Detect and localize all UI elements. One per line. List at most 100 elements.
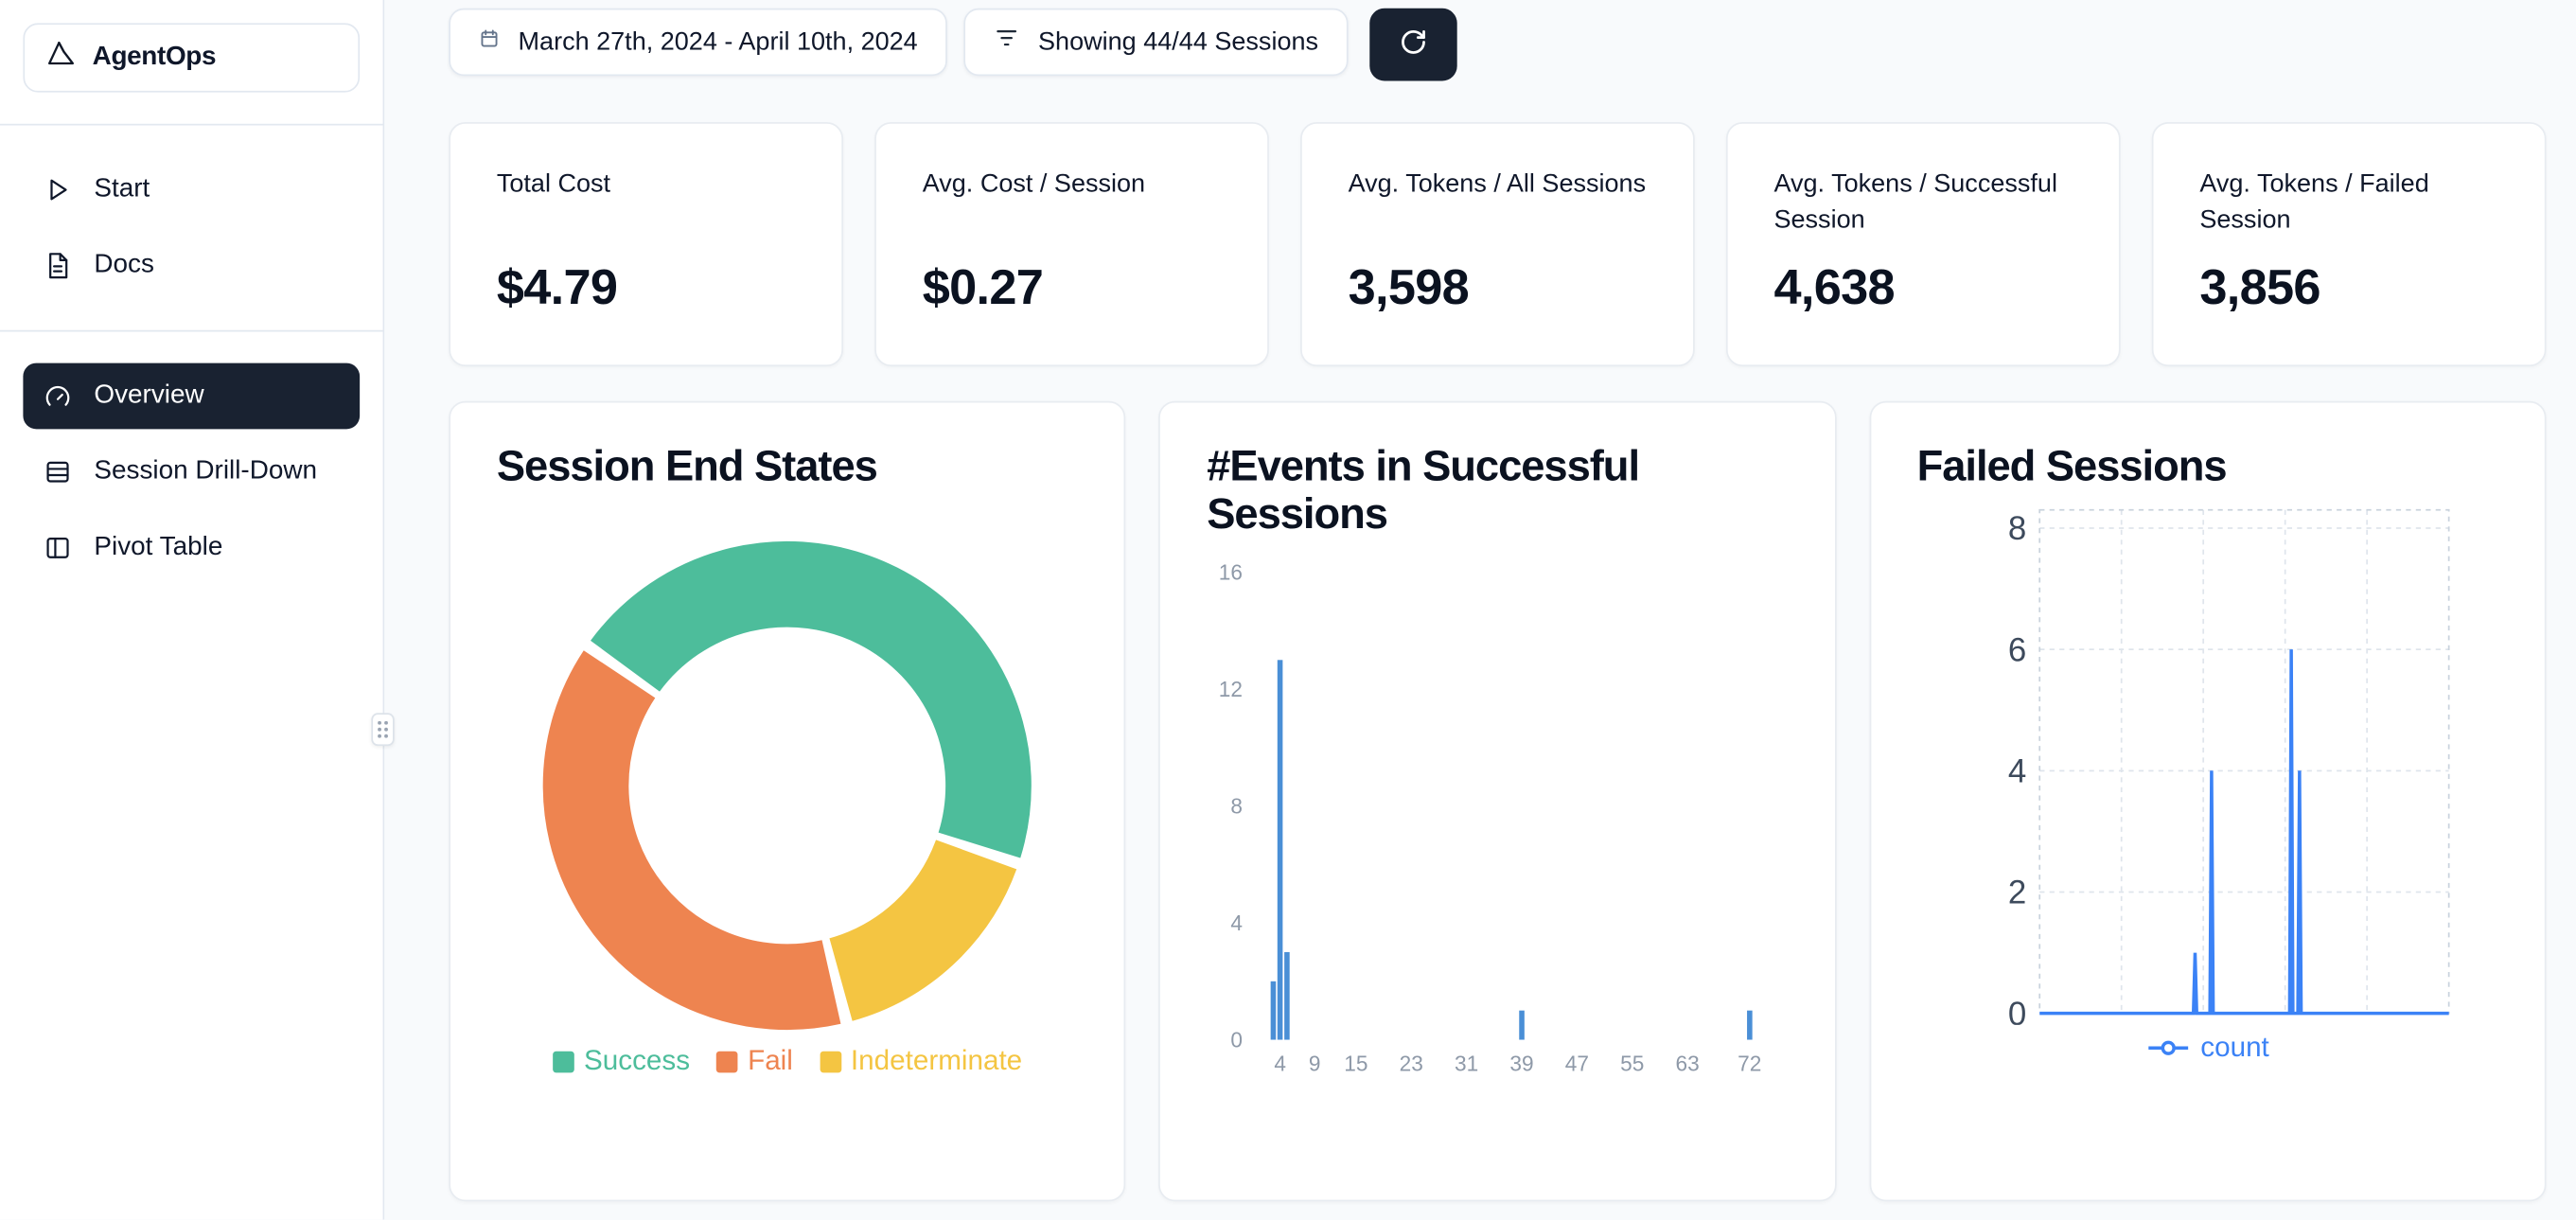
x-axis-tick-label: 39 bbox=[1510, 1052, 1534, 1076]
histogram-bar[interactable] bbox=[1271, 981, 1277, 1040]
sidebar-nav: Overview Session Drill-Down bbox=[23, 362, 361, 581]
session-end-states-donut bbox=[542, 541, 1032, 1031]
sidebar-resize-handle[interactable] bbox=[371, 713, 395, 747]
stat-value: 3,598 bbox=[1348, 260, 1470, 316]
legend-item-indeterminate[interactable]: Indeterminate bbox=[819, 1044, 1023, 1078]
count-line[interactable] bbox=[2038, 649, 2449, 1016]
histogram-bar[interactable] bbox=[1519, 1011, 1526, 1040]
stat-cards-row: Total Cost $4.79 Avg. Cost / Session $0.… bbox=[449, 122, 2547, 367]
agentops-logo[interactable]: AgentOps bbox=[23, 23, 361, 93]
histogram-bar[interactable] bbox=[1747, 1011, 1754, 1040]
donut-legend: Success Fail Indeterminate bbox=[497, 1045, 1078, 1078]
sidebar-divider bbox=[0, 329, 383, 332]
date-range-label: March 27th, 2024 - April 10th, 2024 bbox=[518, 27, 918, 56]
y-axis-tick-label: 16 bbox=[1219, 560, 1243, 585]
donut-slice-fail[interactable] bbox=[542, 650, 841, 1031]
legend-swatch bbox=[715, 1051, 738, 1072]
legend-item-success[interactable]: Success bbox=[552, 1044, 691, 1078]
sessions-filter-button[interactable]: Showing 44/44 Sessions bbox=[963, 8, 1349, 77]
events-histogram-card: #Events in Successful Sessions 0 4 8 12 16 4 9… bbox=[1158, 400, 1837, 1202]
stat-card-avg-cost-session: Avg. Cost / Session $0.27 bbox=[874, 122, 1269, 367]
y-axis-tick-label: 0 bbox=[2007, 996, 2025, 1025]
pivot-table-icon bbox=[42, 532, 73, 563]
sidebar-item-label: Docs bbox=[94, 251, 154, 279]
sidebar-item-label: Session Drill-Down bbox=[94, 457, 318, 486]
y-axis-tick-label: 4 bbox=[1231, 911, 1244, 935]
sidebar-item-docs[interactable]: Docs bbox=[23, 233, 360, 299]
x-axis-tick-label: 31 bbox=[1456, 1052, 1479, 1076]
stat-card-avg-tokens-successful: Avg. Tokens / Successful Session 4,638 bbox=[1725, 122, 2121, 367]
toolbar: March 27th, 2024 - April 10th, 2024 Show… bbox=[449, 8, 2546, 81]
sidebar-item-label: Overview bbox=[94, 380, 204, 410]
calendar-icon bbox=[479, 27, 501, 57]
app-name: AgentOps bbox=[92, 43, 217, 71]
chart-title: Session End States bbox=[496, 440, 878, 490]
legend-swatch bbox=[552, 1051, 574, 1072]
x-axis-tick-label: 23 bbox=[1400, 1052, 1423, 1076]
y-axis-tick-label: 6 bbox=[2007, 632, 2025, 669]
line-legend-marker-icon bbox=[2147, 1040, 2188, 1056]
y-axis-tick-label: 0 bbox=[1231, 1028, 1244, 1052]
line-legend[interactable]: count bbox=[1917, 1032, 2498, 1065]
stat-card-avg-tokens-failed: Avg. Tokens / Failed Session 3,856 bbox=[2151, 122, 2547, 367]
histogram-bar[interactable] bbox=[1278, 660, 1283, 1040]
y-axis-tick-label: 4 bbox=[2007, 753, 2025, 790]
refresh-icon bbox=[1398, 27, 1429, 62]
stat-card-avg-tokens-all: Avg. Tokens / All Sessions 3,598 bbox=[1300, 122, 1695, 367]
legend-label: Success bbox=[584, 1044, 691, 1077]
sessions-list-icon bbox=[42, 456, 73, 487]
sidebar-item-session-drill-down[interactable]: Session Drill-Down bbox=[23, 439, 360, 505]
plot-border bbox=[2038, 509, 2449, 1015]
histogram-bar[interactable] bbox=[1284, 952, 1291, 1040]
donut-slice-success[interactable] bbox=[591, 541, 1032, 858]
stat-card-total-cost: Total Cost $4.79 bbox=[449, 122, 844, 367]
sessions-filter-label: Showing 44/44 Sessions bbox=[1038, 27, 1319, 56]
x-axis-tick-label: 55 bbox=[1621, 1052, 1645, 1076]
y-axis-tick-label: 8 bbox=[2007, 510, 2025, 547]
x-axis-tick-label: 72 bbox=[1738, 1052, 1762, 1076]
x-axis-tick-label: 63 bbox=[1676, 1052, 1700, 1076]
sidebar: AgentOps Start bbox=[0, 0, 385, 1220]
refresh-button[interactable] bbox=[1369, 8, 1457, 81]
y-axis-tick-label: 8 bbox=[1231, 794, 1244, 819]
agentops-logo-icon bbox=[44, 37, 78, 79]
sidebar-item-overview[interactable]: Overview bbox=[23, 362, 361, 430]
stat-value: $0.27 bbox=[922, 260, 1044, 316]
docs-icon bbox=[42, 250, 73, 281]
legend-label: Fail bbox=[748, 1044, 793, 1077]
y-axis-tick-label: 12 bbox=[1219, 677, 1243, 701]
x-axis-tick-label: 47 bbox=[1565, 1052, 1589, 1076]
stat-title: Avg. Cost / Session bbox=[922, 169, 1146, 199]
legend-label: Indeterminate bbox=[850, 1044, 1023, 1077]
stat-title: Avg. Tokens / Failed Session bbox=[2199, 169, 2429, 236]
gauge-icon bbox=[42, 380, 73, 412]
stat-value: 3,856 bbox=[2199, 260, 2320, 316]
session-end-states-card: Session End States Success Fail Indetermin… bbox=[449, 400, 1126, 1202]
legend-swatch bbox=[819, 1051, 841, 1072]
legend-item-fail[interactable]: Fail bbox=[715, 1044, 793, 1078]
sidebar-item-start[interactable]: Start bbox=[23, 157, 360, 223]
sidebar-item-pivot-table[interactable]: Pivot Table bbox=[23, 515, 360, 581]
chart-title: Failed Sessions bbox=[1916, 440, 2228, 490]
stat-value: $4.79 bbox=[496, 260, 618, 316]
sidebar-links: Start Docs bbox=[23, 157, 360, 299]
y-axis-tick-label: 2 bbox=[2007, 875, 2025, 911]
drag-dots-icon bbox=[378, 720, 388, 738]
chart-title: #Events in Successful Sessions bbox=[1207, 440, 1640, 539]
play-icon bbox=[42, 174, 73, 205]
main-content: March 27th, 2024 - April 10th, 2024 Show… bbox=[384, 0, 2576, 1220]
sidebar-divider bbox=[0, 123, 383, 126]
stat-title: Total Cost bbox=[496, 169, 611, 199]
stat-value: 4,638 bbox=[1773, 260, 1895, 316]
x-axis-tick-label: 15 bbox=[1345, 1052, 1368, 1076]
x-axis-tick-label: 4 bbox=[1275, 1052, 1287, 1076]
sidebar-item-label: Pivot Table bbox=[94, 533, 223, 561]
failed-sessions-card: Failed Sessions 0 2 4 6 8 count bbox=[1869, 400, 2547, 1202]
date-range-button[interactable]: March 27th, 2024 - April 10th, 2024 bbox=[449, 8, 948, 77]
donut-slice-indeterminate[interactable] bbox=[828, 839, 1017, 1021]
stat-title: Avg. Tokens / Successful Session bbox=[1773, 169, 2057, 236]
x-axis-tick-label: 9 bbox=[1309, 1052, 1321, 1076]
filter-icon bbox=[994, 25, 1020, 60]
